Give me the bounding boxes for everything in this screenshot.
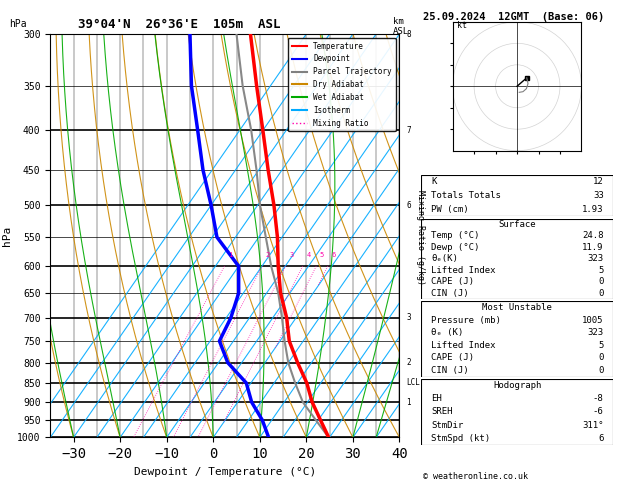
Text: StmDir: StmDir xyxy=(431,420,464,430)
Text: 0: 0 xyxy=(598,277,604,286)
Text: 1: 1 xyxy=(228,252,233,258)
Text: 5: 5 xyxy=(598,341,604,350)
Text: 12: 12 xyxy=(593,177,604,186)
Text: 5: 5 xyxy=(598,266,604,275)
Text: 6: 6 xyxy=(331,252,335,258)
Text: 2: 2 xyxy=(266,252,270,258)
Text: 0: 0 xyxy=(598,353,604,363)
Text: 2: 2 xyxy=(406,358,411,367)
Text: CAPE (J): CAPE (J) xyxy=(431,277,474,286)
Text: EH: EH xyxy=(431,394,442,403)
Text: 1: 1 xyxy=(406,398,411,407)
Text: Lifted Index: Lifted Index xyxy=(431,341,496,350)
Text: K: K xyxy=(431,177,437,186)
Text: 6: 6 xyxy=(406,201,411,209)
Text: 0: 0 xyxy=(598,366,604,375)
Text: kt: kt xyxy=(457,21,467,30)
Text: θₑ (K): θₑ (K) xyxy=(431,328,464,337)
Text: 1.93: 1.93 xyxy=(582,205,604,214)
Text: Pressure (mb): Pressure (mb) xyxy=(431,315,501,325)
Legend: Temperature, Dewpoint, Parcel Trajectory, Dry Adiabat, Wet Adiabat, Isotherm, Mi: Temperature, Dewpoint, Parcel Trajectory… xyxy=(288,38,396,131)
Text: Totals Totals: Totals Totals xyxy=(431,191,501,200)
Text: -6: -6 xyxy=(593,407,604,417)
Text: CIN (J): CIN (J) xyxy=(431,366,469,375)
Text: 323: 323 xyxy=(587,328,604,337)
Text: θₑ(K): θₑ(K) xyxy=(431,254,458,263)
Text: 7: 7 xyxy=(406,126,411,135)
Text: Dewp (°C): Dewp (°C) xyxy=(431,243,479,252)
Text: © weatheronline.co.uk: © weatheronline.co.uk xyxy=(423,472,528,481)
Text: 25.09.2024  12GMT  (Base: 06): 25.09.2024 12GMT (Base: 06) xyxy=(423,12,604,22)
Text: hPa: hPa xyxy=(9,19,27,30)
Text: 3: 3 xyxy=(289,252,293,258)
Text: 33: 33 xyxy=(593,191,604,200)
X-axis label: Dewpoint / Temperature (°C): Dewpoint / Temperature (°C) xyxy=(134,467,316,477)
Text: Temp (°C): Temp (°C) xyxy=(431,231,479,241)
Text: Lifted Index: Lifted Index xyxy=(431,266,496,275)
Text: LCL: LCL xyxy=(406,379,420,387)
Title: 39°04'N  26°36'E  105m  ASL: 39°04'N 26°36'E 105m ASL xyxy=(78,18,281,32)
Text: CIN (J): CIN (J) xyxy=(431,289,469,297)
Text: 1005: 1005 xyxy=(582,315,604,325)
Text: 3: 3 xyxy=(406,313,411,322)
Text: km
ASL: km ASL xyxy=(393,17,409,36)
Text: SREH: SREH xyxy=(431,407,452,417)
Text: 0: 0 xyxy=(598,289,604,297)
Text: StmSpd (kt): StmSpd (kt) xyxy=(431,434,490,443)
Text: 8: 8 xyxy=(406,30,411,38)
Text: -8: -8 xyxy=(593,394,604,403)
Text: Surface: Surface xyxy=(499,220,536,229)
Text: 24.8: 24.8 xyxy=(582,231,604,241)
Text: 5: 5 xyxy=(320,252,324,258)
Text: 323: 323 xyxy=(587,254,604,263)
Text: CAPE (J): CAPE (J) xyxy=(431,353,474,363)
Text: 6: 6 xyxy=(598,434,604,443)
Text: 11.9: 11.9 xyxy=(582,243,604,252)
Text: PW (cm): PW (cm) xyxy=(431,205,469,214)
Text: Hodograph: Hodograph xyxy=(493,381,542,390)
Text: Most Unstable: Most Unstable xyxy=(482,303,552,312)
Y-axis label: hPa: hPa xyxy=(1,226,11,246)
Text: 4: 4 xyxy=(306,252,311,258)
Text: 311°: 311° xyxy=(582,420,604,430)
Text: Mixing Ratio (g/kg): Mixing Ratio (g/kg) xyxy=(416,190,425,285)
